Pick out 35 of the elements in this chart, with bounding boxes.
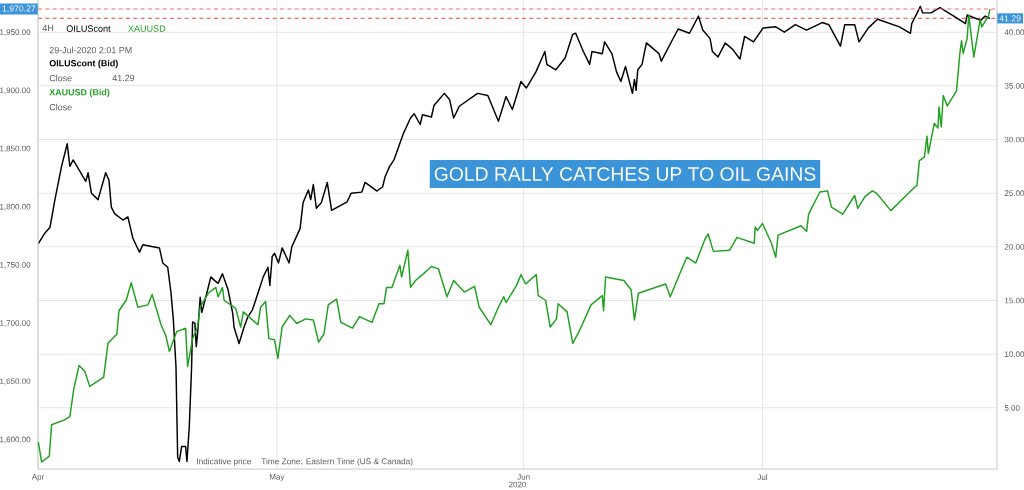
y-tick-label: 1,950.00 (0, 29, 31, 36)
y-tick-label: 1,800.00 (0, 203, 31, 211)
annotation: Time Zone: Eastern Time (US & Canada) (261, 458, 413, 466)
annotation: Indicative price (197, 458, 252, 466)
x-tick-label: Apr (31, 474, 45, 482)
y2-tick-label: 30.00 (1004, 136, 1024, 143)
y2-tick-label: 20.00 (1004, 244, 1024, 250)
text: GOLD RALLY CATCHES UP TO OIL GAINS (434, 167, 816, 181)
y2-tick-label: 25.00 (1004, 190, 1024, 197)
text: 4H (42, 24, 54, 32)
ref-line-label: 1,970.27 (2, 5, 36, 13)
y-tick-label: 1,750.00 (0, 262, 31, 269)
y2-tick-label: 10.00 (1004, 351, 1024, 357)
annotation: 41.29 (112, 74, 135, 82)
annotation: 29-Jul-2020 2:01 PM (49, 46, 132, 54)
ref-line-label: 41.29 (999, 15, 1021, 22)
y2-tick-label: 40.00 (1004, 29, 1024, 36)
x-tick-label: Jun (517, 474, 530, 480)
y2-tick-label: 15.00 (1004, 297, 1024, 304)
y-tick-label: 1,850.00 (0, 145, 31, 153)
y2-tick-label: 5.00 (1004, 405, 1020, 411)
annotation: Close (49, 103, 72, 111)
y-tick-label: 1,600.00 (0, 436, 31, 444)
y-tick-label: 1,700.00 (0, 320, 31, 327)
x-tick-label: May (269, 474, 285, 482)
annotation: Close (49, 74, 72, 82)
text: OILUScont (66, 25, 111, 32)
y2-tick-label: 35.00 (1004, 83, 1024, 89)
y-tick-label: 1,650.00 (0, 378, 31, 386)
x-axis-title: 2020 (509, 481, 527, 488)
y-tick-label: 1,900.00 (0, 87, 31, 95)
annotation: OILUScont (Bid) (49, 59, 118, 69)
text: XAUUSD (128, 25, 166, 32)
x-tick-label: Jul (757, 474, 768, 480)
annotation: XAUUSD (Bid) (49, 88, 110, 98)
